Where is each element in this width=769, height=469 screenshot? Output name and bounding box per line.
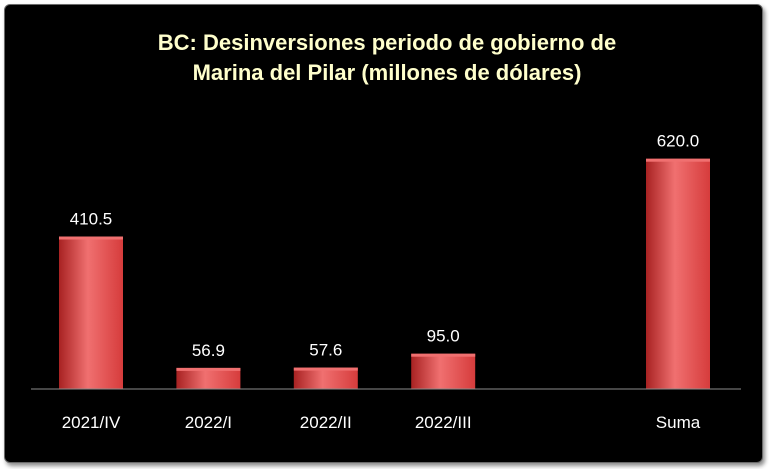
x-tick-label: 2022/I xyxy=(185,413,232,432)
data-label: 56.9 xyxy=(192,341,225,360)
chart-title-line-2: Marina del Pilar (millones de dólares) xyxy=(193,60,582,85)
x-tick-label: 2022/II xyxy=(300,413,352,432)
bar-2021-iv xyxy=(59,236,123,389)
bar-top-highlight xyxy=(646,158,710,162)
bars-layer xyxy=(59,158,710,389)
data-label: 410.5 xyxy=(70,210,113,229)
bar-2022-iii xyxy=(411,353,476,389)
bar-top-highlight xyxy=(293,367,358,371)
bar-chart: BC: Desinversiones periodo de gobierno d… xyxy=(31,30,741,432)
x-tick-label: 2022/III xyxy=(415,413,472,432)
bar-top-highlight xyxy=(176,367,241,371)
bar-2022-ii xyxy=(293,367,358,389)
tick-labels-layer: 2021/IV 2022/I 2022/II 2022/III Suma xyxy=(62,413,701,432)
x-tick-label: Suma xyxy=(656,413,701,432)
chart-title-line-1: BC: Desinversiones periodo de gobierno d… xyxy=(158,30,616,55)
bar-2022-i xyxy=(176,367,241,389)
bar-top-highlight xyxy=(59,236,123,240)
data-label: 95.0 xyxy=(427,327,460,346)
data-label: 57.6 xyxy=(309,341,342,360)
x-tick-label: 2021/IV xyxy=(62,413,121,432)
bar-top-highlight xyxy=(411,353,476,357)
labels-layer: 410.5 56.9 57.6 95.0 620.0 xyxy=(70,132,700,360)
chart-frame: BC: Desinversiones periodo de gobierno d… xyxy=(4,4,763,463)
data-label: 620.0 xyxy=(657,132,700,151)
bar-suma xyxy=(646,158,710,389)
